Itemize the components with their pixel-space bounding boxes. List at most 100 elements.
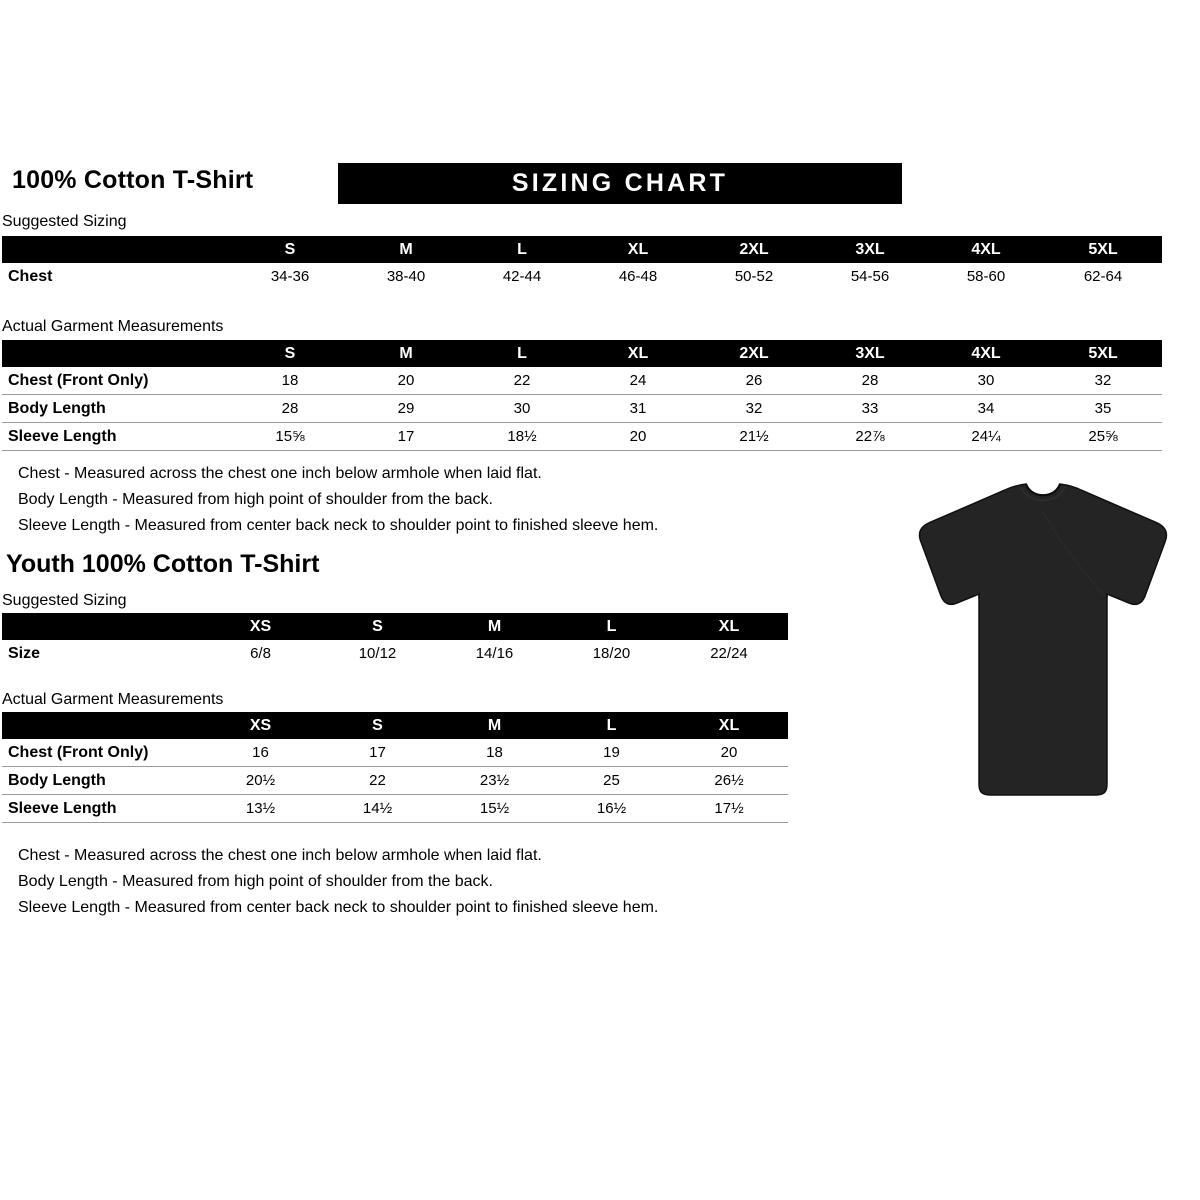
cell-sleevelength-s: 15⅝: [232, 422, 348, 451]
cell-bodylength-l: 25: [553, 766, 670, 795]
cell-sleevelength-4xl: 24¼: [928, 422, 1044, 451]
cell-chestfront-l: 19: [603, 744, 620, 761]
row-label-chest-front-only: Chest (Front Only): [8, 743, 149, 761]
column-header-rowlabel: [2, 236, 232, 263]
youth-measurement-notes: Chest - Measured across the chest one in…: [18, 843, 658, 921]
row-label-size: Size: [8, 644, 41, 662]
table-header-row: XS S M L XL: [2, 613, 788, 640]
column-header-s: S: [232, 236, 348, 263]
cell-sleevelength-l: 18½: [464, 422, 580, 451]
column-header-xl: XL: [670, 712, 788, 739]
column-header-s: S: [232, 340, 348, 367]
cell-size-s: 10/12: [358, 645, 397, 662]
cell-sleevelength-l: 16½: [553, 794, 670, 823]
youth-suggested-sizing-table: XS S M L XL Size 6/8 10/12 14/16 18/20 2…: [2, 613, 788, 667]
cell-bodylength-xl: 31: [580, 394, 696, 423]
table-row: Chest (Front Only) 16 17 18 19 20: [2, 739, 788, 767]
cell-sleevelength-m: 15½: [436, 794, 553, 823]
table-row: Body Length 20½ 22 23½ 25 26½: [2, 766, 788, 795]
cell-chestfront-s: 18: [281, 372, 299, 389]
column-header-5xl: 5XL: [1044, 340, 1162, 367]
column-header-5xl: 5XL: [1044, 236, 1162, 263]
table-row: Sleeve Length 13½ 14½ 15½ 16½ 17½: [2, 794, 788, 823]
cell-chestfront-3xl: 28: [861, 372, 879, 389]
cell-bodylength-xs: 20½: [202, 766, 319, 795]
column-header-m: M: [348, 340, 464, 367]
cell-bodylength-3xl: 33: [812, 394, 928, 423]
youth-section-title: Youth 100% Cotton T-Shirt: [6, 550, 320, 578]
column-header-2xl: 2XL: [696, 340, 812, 367]
row-label-body-length: Body Length: [2, 394, 232, 423]
cell-chestfront-l: 22: [513, 372, 531, 389]
cell-sleevelength-xs: 13½: [202, 794, 319, 823]
cell-bodylength-m: 23½: [436, 766, 553, 795]
cell-sleevelength-3xl: 22⅞: [812, 422, 928, 451]
column-header-s: S: [319, 712, 436, 739]
note-sleeve-length: Sleeve Length - Measured from center bac…: [18, 517, 659, 534]
column-header-4xl: 4XL: [928, 340, 1044, 367]
sizing-chart-banner-label: SIZING CHART: [511, 169, 729, 197]
adult-section-title: 100% Cotton T-Shirt: [12, 166, 254, 194]
cell-size-xs: 6/8: [250, 645, 271, 662]
cell-bodylength-s: 28: [232, 394, 348, 423]
cell-bodylength-l: 30: [464, 394, 580, 423]
cell-bodylength-xl: 26½: [670, 766, 788, 795]
note-body-length: Body Length - Measured from high point o…: [18, 491, 493, 508]
cell-bodylength-2xl: 32: [696, 394, 812, 423]
column-header-4xl: 4XL: [928, 236, 1044, 263]
table-row: Sleeve Length 15⅝ 17 18½ 20 21½ 22⅞ 24¼ …: [2, 422, 1162, 451]
cell-sleevelength-5xl: 25⅝: [1044, 422, 1162, 451]
cell-bodylength-4xl: 34: [928, 394, 1044, 423]
table-header-row: S M L XL 2XL 3XL 4XL 5XL: [2, 236, 1162, 263]
tshirt-icon: [918, 483, 1168, 796]
note-chest: Chest - Measured across the chest one in…: [18, 465, 542, 482]
cell-sleevelength-s: 14½: [319, 794, 436, 823]
row-label-sleeve-length: Sleeve Length: [2, 794, 202, 823]
cell-chest-2xl: 50-52: [734, 268, 774, 285]
cell-chest-s: 34-36: [270, 268, 310, 285]
table-row: Body Length 28 29 30 31 32 33 34 35: [2, 394, 1162, 423]
adult-actual-measurements-table: S M L XL 2XL 3XL 4XL 5XL Chest (Front On…: [2, 340, 1162, 451]
table-row: Chest (Front Only) 18 20 22 24 26 28 30 …: [2, 367, 1162, 395]
column-header-rowlabel: [2, 613, 202, 640]
column-header-xl: XL: [670, 613, 788, 640]
adult-suggested-caption: Suggested Sizing: [2, 213, 127, 230]
cell-size-xl: 22/24: [710, 645, 748, 662]
cell-size-m: 14/16: [475, 645, 514, 662]
cell-chestfront-m: 18: [486, 744, 503, 761]
cell-chestfront-m: 20: [397, 372, 415, 389]
cell-sleevelength-2xl: 21½: [696, 422, 812, 451]
table-header-row: XS S M L XL: [2, 712, 788, 739]
row-label-body-length: Body Length: [2, 766, 202, 795]
cell-sleevelength-xl: 20: [580, 422, 696, 451]
row-label-chest-front-only: Chest (Front Only): [8, 371, 149, 389]
column-header-xs: XS: [202, 613, 319, 640]
note-body-length: Body Length - Measured from high point o…: [18, 873, 493, 890]
column-header-l: L: [553, 613, 670, 640]
table-row: Chest 34-36 38-40 42-44 46-48 50-52 54-5…: [2, 263, 1162, 290]
column-header-m: M: [436, 613, 553, 640]
cell-chestfront-xl: 20: [720, 744, 738, 761]
row-label-chest: Chest: [8, 267, 53, 285]
cell-chestfront-4xl: 30: [977, 372, 995, 389]
youth-actual-measurements-table: XS S M L XL Chest (Front Only) 16 17 18 …: [2, 712, 788, 823]
adult-title-row: 100% Cotton T-Shirt SIZING CHART: [12, 163, 1188, 207]
tshirt-illustration: [893, 478, 1193, 808]
column-header-s: S: [319, 613, 436, 640]
column-header-l: L: [464, 340, 580, 367]
cell-chest-xl: 46-48: [618, 268, 658, 285]
cell-chestfront-xl: 24: [629, 372, 647, 389]
column-header-rowlabel: [2, 340, 232, 367]
column-header-l: L: [464, 236, 580, 263]
column-header-l: L: [553, 712, 670, 739]
table-row: Size 6/8 10/12 14/16 18/20 22/24: [2, 640, 788, 667]
table-header-row: S M L XL 2XL 3XL 4XL 5XL: [2, 340, 1162, 367]
cell-sleevelength-xl: 17½: [670, 794, 788, 823]
cell-bodylength-s: 22: [319, 766, 436, 795]
youth-suggested-caption: Suggested Sizing: [2, 592, 127, 609]
column-header-rowlabel: [2, 712, 202, 739]
cell-chestfront-s: 17: [369, 744, 386, 761]
adult-actual-caption: Actual Garment Measurements: [2, 318, 224, 335]
cell-chestfront-2xl: 26: [745, 372, 763, 389]
note-sleeve-length: Sleeve Length - Measured from center bac…: [18, 899, 659, 916]
